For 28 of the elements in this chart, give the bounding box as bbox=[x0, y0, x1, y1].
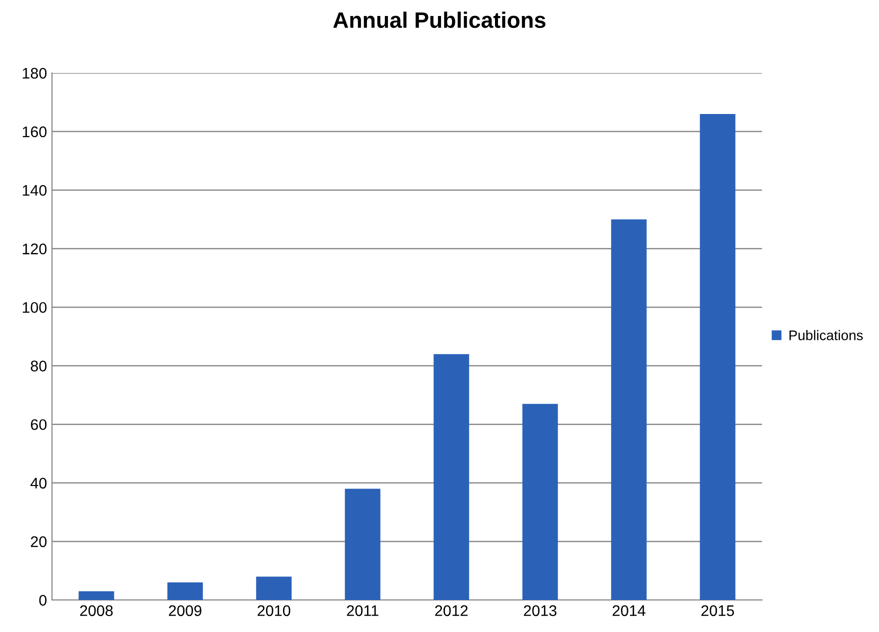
bar bbox=[256, 576, 292, 600]
x-tick-label: 2013 bbox=[524, 605, 556, 616]
x-tick-label: 2009 bbox=[168, 605, 202, 616]
x-tick-label: 2015 bbox=[701, 605, 734, 616]
y-tick-label: 180 bbox=[22, 68, 47, 79]
y-tick-label: 160 bbox=[22, 126, 47, 138]
y-tick-label: 40 bbox=[30, 478, 47, 489]
legend-label: Publications bbox=[790, 330, 863, 340]
bar bbox=[78, 591, 114, 600]
y-tick-label: 20 bbox=[30, 536, 47, 548]
y-tick-label: 120 bbox=[22, 244, 47, 254]
bar bbox=[344, 488, 380, 600]
y-tick-label: 80 bbox=[30, 360, 47, 372]
bar bbox=[434, 354, 470, 600]
x-tick-label: 2008 bbox=[80, 605, 113, 616]
y-tick-label: 0 bbox=[39, 594, 47, 606]
chart-title: Annual Publications bbox=[333, 12, 546, 28]
bar bbox=[522, 404, 558, 600]
x-tick-label: 2010 bbox=[258, 605, 290, 616]
y-tick-label: 140 bbox=[22, 184, 47, 196]
y-tick-label: 60 bbox=[30, 419, 47, 430]
x-tick-label: 2014 bbox=[612, 605, 646, 616]
x-tick-label: 2011 bbox=[346, 605, 378, 616]
y-tick-label: 100 bbox=[22, 302, 47, 313]
bar bbox=[700, 114, 736, 600]
bar bbox=[611, 219, 647, 600]
bar bbox=[167, 582, 203, 600]
x-tick-label: 2012 bbox=[435, 605, 468, 616]
